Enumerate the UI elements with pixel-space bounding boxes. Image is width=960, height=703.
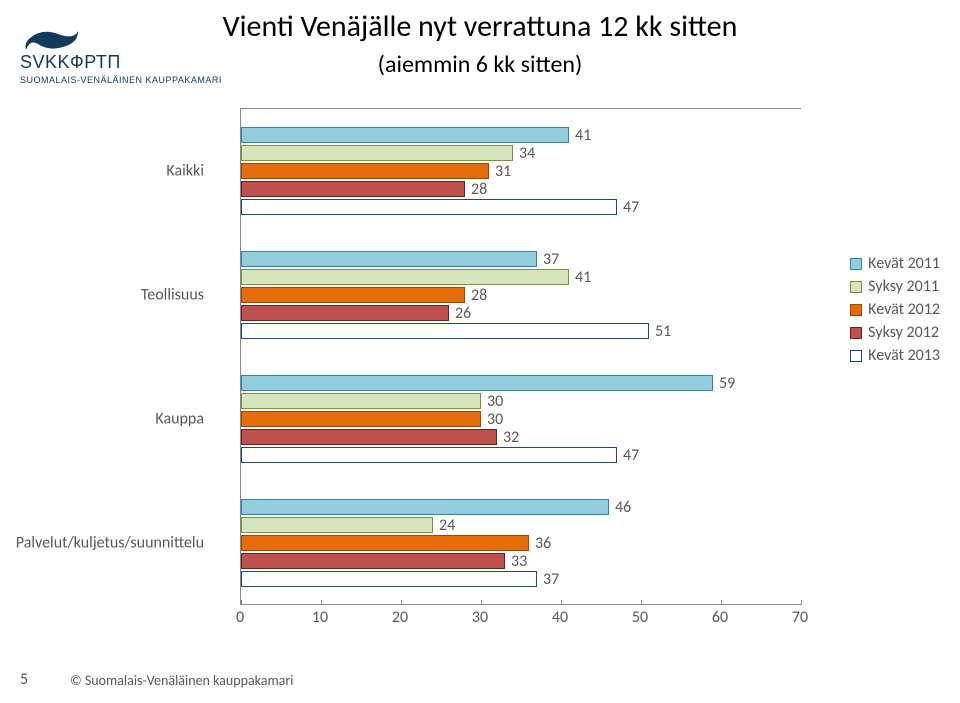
- bar-value: 37: [543, 572, 559, 588]
- bar-value: 28: [471, 182, 487, 198]
- legend: Kevät 2011 Syksy 2011 Kevät 2012 Syksy 2012…: [850, 250, 940, 369]
- bar: [241, 323, 649, 339]
- bar-value: 47: [623, 200, 639, 216]
- bar: [241, 181, 465, 197]
- bar: [241, 429, 497, 445]
- bar-value: 51: [655, 324, 671, 340]
- bar-value: 24: [439, 518, 455, 534]
- bar-value: 33: [511, 554, 527, 570]
- x-tick: 10: [312, 608, 328, 627]
- legend-item: Kevät 2012: [850, 300, 940, 319]
- category-label: Teollisuus: [141, 286, 204, 305]
- bar: [241, 287, 465, 303]
- bar: [241, 447, 617, 463]
- legend-item: Syksy 2012: [850, 323, 940, 342]
- bar: [241, 535, 529, 551]
- category-label: Kaikki: [166, 162, 204, 181]
- bar: [241, 393, 481, 409]
- x-tick: 30: [472, 608, 488, 627]
- x-tick: 0: [236, 608, 244, 627]
- bar: [241, 517, 433, 533]
- legend-label: Kevät 2012: [868, 300, 940, 319]
- legend-swatch: [850, 350, 862, 362]
- bar: [241, 305, 449, 321]
- bar: [241, 163, 489, 179]
- x-tick: 40: [552, 608, 568, 627]
- legend-label: Kevät 2013: [868, 346, 940, 365]
- bar-value: 41: [575, 270, 591, 286]
- legend-item: Kevät 2013: [850, 346, 940, 365]
- x-axis: 010203040506070: [240, 608, 800, 628]
- legend-item: Kevät 2011: [850, 254, 940, 273]
- page-number: 5: [20, 670, 28, 689]
- bar: [241, 571, 537, 587]
- legend-swatch: [850, 281, 862, 293]
- bar-value: 30: [487, 412, 503, 428]
- bar: [241, 375, 713, 391]
- bar-value: 31: [495, 164, 511, 180]
- bar-value: 59: [719, 376, 735, 392]
- bar: [241, 411, 481, 427]
- x-tick: 20: [392, 608, 408, 627]
- bar-value: 30: [487, 394, 503, 410]
- legend-swatch: [850, 258, 862, 270]
- bar-value: 32: [503, 430, 519, 446]
- x-tick: 70: [792, 608, 808, 627]
- legend-swatch: [850, 327, 862, 339]
- bar-value: 46: [615, 500, 631, 516]
- footer-copyright: © Suomalais-Venäläinen kauppakamari: [70, 672, 293, 689]
- bar-value: 37: [543, 252, 559, 268]
- category-label: Palvelut/kuljetus/suunnittelu: [16, 534, 204, 553]
- x-tick: 50: [632, 608, 648, 627]
- bar: [241, 553, 505, 569]
- bar: [241, 269, 569, 285]
- plot-area: 4134312847374128265159303032474624363337: [240, 108, 801, 605]
- bar: [241, 127, 569, 143]
- bar-value: 47: [623, 448, 639, 464]
- bar-value: 41: [575, 128, 591, 144]
- bar: [241, 251, 537, 267]
- bar: [241, 499, 609, 515]
- legend-item: Syksy 2011: [850, 277, 940, 296]
- bar-value: 34: [519, 146, 535, 162]
- bar-value: 36: [535, 536, 551, 552]
- bar: [241, 145, 513, 161]
- chart-title: Vienti Venäjälle nyt verrattuna 12 kk si…: [0, 8, 960, 45]
- legend-swatch: [850, 304, 862, 316]
- bar-chart: 4134312847374128265159303032474624363337…: [12, 100, 946, 650]
- legend-label: Syksy 2012: [868, 323, 939, 342]
- legend-label: Kevät 2011: [868, 254, 940, 273]
- slide: SVKKФРТП SUOMALAIS-VENÄLÄINEN KAUPPAKAMA…: [0, 0, 960, 703]
- chart-subtitle: (aiemmin 6 kk sitten): [0, 50, 960, 79]
- category-label: Kauppa: [155, 410, 204, 429]
- x-tick: 60: [712, 608, 728, 627]
- legend-label: Syksy 2011: [868, 277, 939, 296]
- bar-value: 28: [471, 288, 487, 304]
- bar: [241, 199, 617, 215]
- bar-value: 26: [455, 306, 471, 322]
